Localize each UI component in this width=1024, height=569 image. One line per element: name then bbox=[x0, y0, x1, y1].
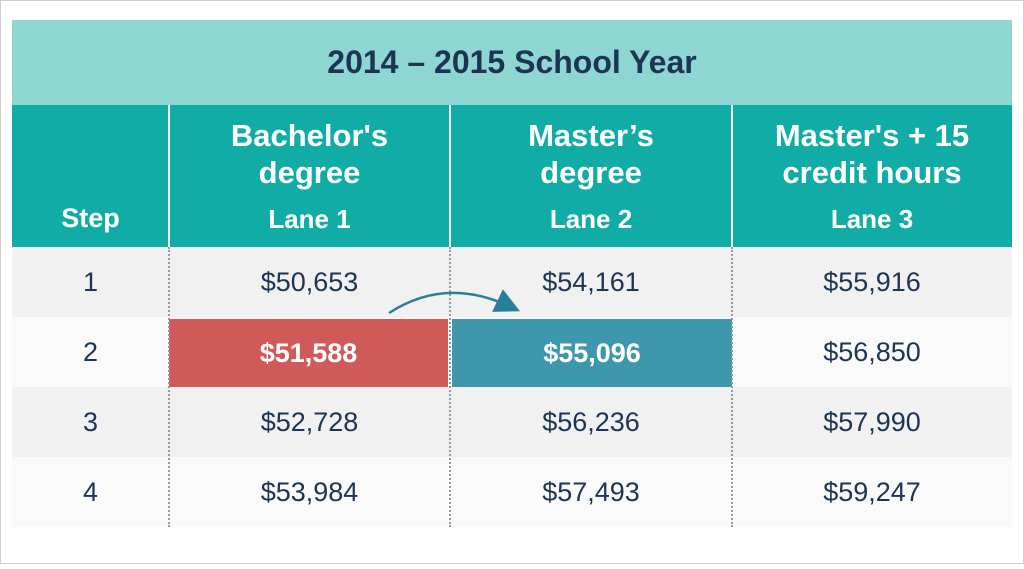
header-cell: Master's + 15 credit hours Lane 3 bbox=[732, 105, 1012, 247]
row-bg bbox=[12, 387, 1012, 457]
table-cell: 2 bbox=[82, 336, 99, 367]
header-line: degree bbox=[540, 155, 642, 190]
header-cell: Master’s degree Lane 2 bbox=[450, 105, 732, 247]
column-divider bbox=[168, 247, 170, 527]
header-cell: Bachelor's degree Lane 1 bbox=[169, 105, 450, 247]
header-line: Master's + 15 bbox=[774, 118, 970, 153]
table-cell: 1 bbox=[82, 266, 99, 297]
header-line: Master’s bbox=[528, 118, 654, 153]
header-title: Master's + 15 credit hours bbox=[732, 117, 1012, 191]
lane-label: Lane 3 bbox=[830, 204, 914, 234]
header-divider bbox=[731, 105, 733, 247]
table-cell: $57,493 bbox=[542, 476, 640, 507]
header-line: degree bbox=[258, 155, 361, 190]
table-cell: $53,984 bbox=[260, 476, 359, 507]
table-cell: $52,728 bbox=[260, 406, 359, 437]
table-cell: $56,850 bbox=[823, 336, 921, 367]
table-cell: 4 bbox=[82, 476, 99, 507]
header-cell: Step bbox=[12, 105, 169, 247]
table-cell: $57,990 bbox=[823, 406, 921, 437]
table-cell: $54,161 bbox=[542, 266, 640, 297]
header-title: Master’s degree bbox=[450, 117, 732, 191]
table-cell: $59,247 bbox=[823, 476, 921, 507]
header-divider bbox=[449, 105, 451, 247]
table-cell: $55,916 bbox=[823, 266, 921, 297]
header-title: Step bbox=[12, 200, 169, 237]
table-cell: $56,236 bbox=[542, 406, 640, 437]
table-cell: $55,096 bbox=[452, 319, 732, 387]
table-cell: $51,588 bbox=[169, 319, 448, 387]
column-divider bbox=[449, 247, 451, 527]
table-cell: 3 bbox=[82, 406, 99, 437]
header-line: Step bbox=[61, 203, 120, 233]
lane-label: Lane 2 bbox=[549, 204, 633, 234]
row-bg bbox=[12, 457, 1012, 527]
header-title: Bachelor's degree bbox=[169, 117, 450, 191]
table-cell: $50,653 bbox=[260, 266, 359, 297]
lane-label: Lane 1 bbox=[268, 204, 351, 234]
header-line: credit hours bbox=[782, 155, 962, 190]
table-title: 2014 – 2015 School Year bbox=[12, 20, 1012, 105]
header-line: Bachelor's bbox=[230, 118, 389, 153]
column-divider bbox=[731, 247, 733, 527]
header-divider bbox=[168, 105, 170, 247]
